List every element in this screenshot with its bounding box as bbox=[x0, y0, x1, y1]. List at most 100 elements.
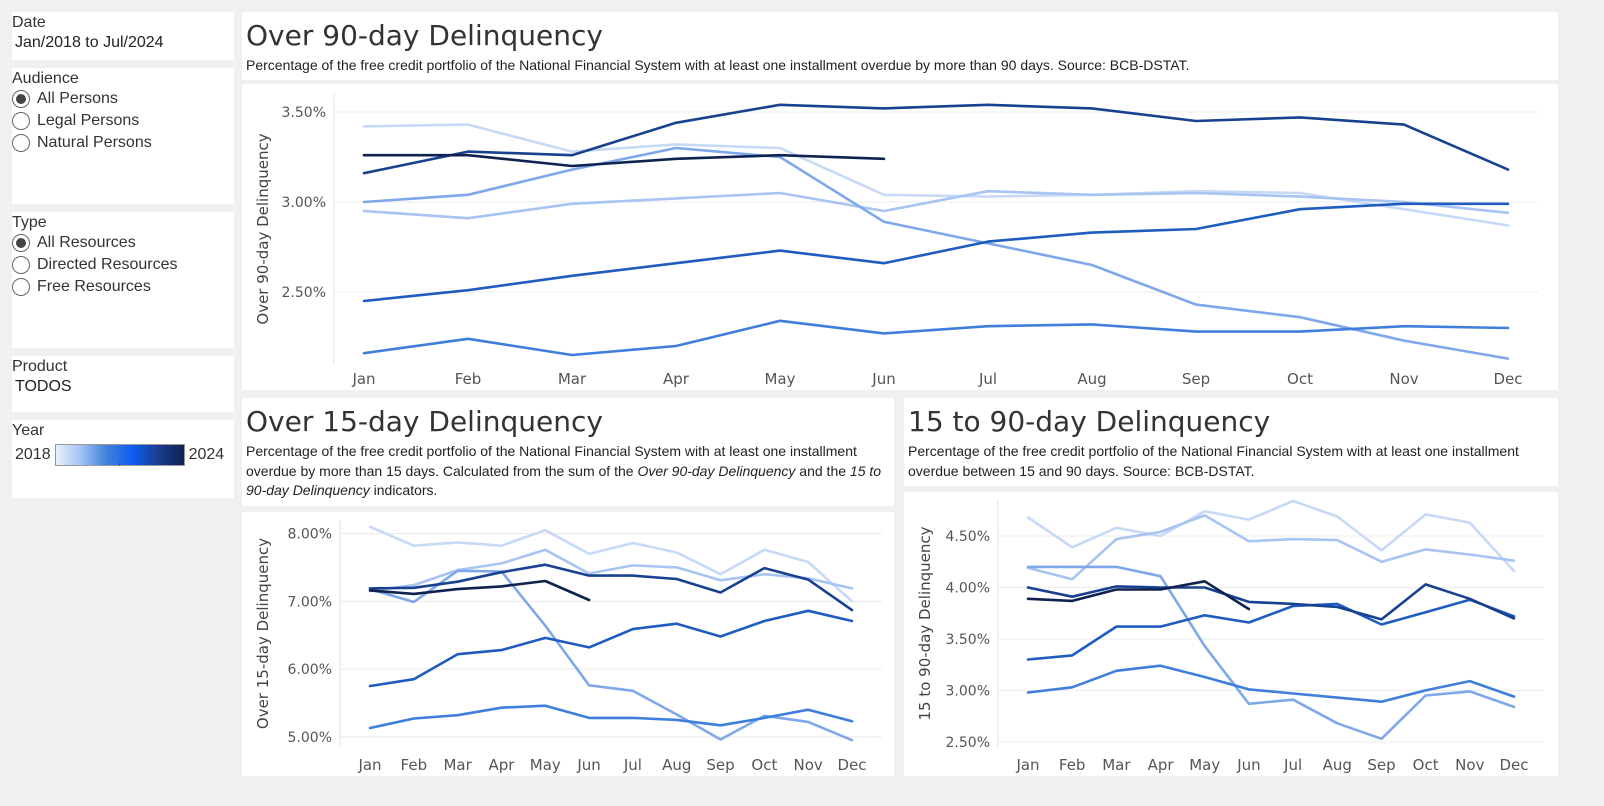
x-tick-label: Jan bbox=[357, 756, 381, 774]
over15-title: Over 15-day Delinquency bbox=[246, 405, 603, 438]
y-tick-label: 3.50% bbox=[282, 105, 326, 121]
y-tick-label: 3.00% bbox=[946, 683, 990, 699]
type-filter-title: Type bbox=[12, 214, 47, 231]
audience-filter: Audience All Persons Legal Persons Natur… bbox=[12, 68, 234, 204]
year-legend: Year 2018 2024 bbox=[12, 420, 234, 498]
d15to90-subtitle: Percentage of the free credit portfolio … bbox=[908, 443, 1519, 479]
audience-option-legal-persons[interactable]: Legal Persons bbox=[12, 110, 234, 132]
over90-subtitle: Percentage of the free credit portfolio … bbox=[246, 57, 1190, 74]
product-filter-value[interactable]: TODOS bbox=[15, 378, 72, 395]
audience-option-natural-persons[interactable]: Natural Persons bbox=[12, 132, 234, 154]
over90-header: Over 90-day Delinquency Percentage of th… bbox=[242, 12, 1558, 80]
audience-option-label: Legal Persons bbox=[37, 112, 140, 129]
series-line-2024[interactable] bbox=[368, 579, 591, 602]
x-tick-label: Aug bbox=[662, 756, 691, 774]
y-tick-label: 4.00% bbox=[946, 580, 990, 596]
y-tick-label: 5.00% bbox=[288, 730, 332, 746]
x-tick-label: Feb bbox=[401, 756, 428, 774]
x-tick-label: Oct bbox=[751, 756, 777, 774]
x-tick-label: Nov bbox=[794, 756, 823, 774]
radio-checked-icon[interactable] bbox=[12, 234, 30, 252]
series-line-2021[interactable] bbox=[368, 704, 854, 730]
x-tick-label: Jun bbox=[871, 370, 895, 388]
over15-subtitle-part: indicators. bbox=[369, 482, 438, 499]
y-tick-label: 6.00% bbox=[288, 662, 332, 678]
over90-title: Over 90-day Delinquency bbox=[246, 19, 603, 52]
date-filter[interactable]: Date Jan/2018 to Jul/2024 bbox=[12, 12, 234, 60]
series-line-2023[interactable] bbox=[368, 563, 854, 612]
x-tick-label: Sep bbox=[706, 756, 734, 774]
x-tick-label: Mar bbox=[558, 370, 587, 388]
year-legend-min: 2018 bbox=[15, 446, 51, 463]
x-tick-label: May bbox=[764, 370, 795, 388]
x-tick-label: Jan bbox=[1015, 756, 1039, 774]
type-option-label: Directed Resources bbox=[37, 256, 178, 273]
over15-subtitle-ref-15to90: 15 to 90-day Delinquency bbox=[246, 462, 882, 499]
type-filter: Type All Resources Directed Resources Fr… bbox=[12, 212, 234, 348]
date-filter-title: Date bbox=[12, 14, 46, 31]
series-line-2022[interactable] bbox=[362, 202, 1510, 303]
x-tick-label: Jul bbox=[978, 370, 997, 388]
x-tick-label: Jun bbox=[576, 756, 600, 774]
audience-option-all-persons[interactable]: All Persons bbox=[12, 88, 234, 110]
y-tick-label: 2.50% bbox=[282, 285, 326, 301]
year-legend-title: Year bbox=[12, 422, 45, 439]
type-option-label: Free Resources bbox=[37, 278, 151, 295]
radio-icon[interactable] bbox=[12, 256, 30, 274]
radio-icon[interactable] bbox=[12, 134, 30, 152]
series-line-2018[interactable] bbox=[362, 123, 1510, 227]
series-line-2019[interactable] bbox=[368, 548, 854, 593]
x-tick-label: Nov bbox=[1389, 370, 1418, 388]
audience-filter-title: Audience bbox=[12, 70, 79, 87]
x-tick-label: Feb bbox=[455, 370, 482, 388]
series-line-2020[interactable] bbox=[1026, 565, 1516, 741]
y-tick-label: 2.50% bbox=[946, 735, 990, 751]
series-line-2024[interactable] bbox=[1026, 580, 1251, 611]
x-tick-label: Apr bbox=[1148, 756, 1175, 774]
x-tick-label: Mar bbox=[1102, 756, 1131, 774]
type-option-free-resources[interactable]: Free Resources bbox=[12, 276, 234, 298]
y-tick-label: 4.50% bbox=[946, 529, 990, 545]
series-line-2023[interactable] bbox=[1026, 583, 1516, 621]
x-tick-label: Aug bbox=[1323, 756, 1352, 774]
series-line-2023[interactable] bbox=[362, 103, 1510, 175]
x-tick-label: Sep bbox=[1182, 370, 1210, 388]
series-line-2019[interactable] bbox=[362, 189, 1510, 220]
series-line-2018[interactable] bbox=[1026, 499, 1516, 573]
radio-checked-icon[interactable] bbox=[12, 90, 30, 108]
radio-icon[interactable] bbox=[12, 278, 30, 296]
y-tick-label: 7.00% bbox=[288, 594, 332, 610]
series-line-2022[interactable] bbox=[1026, 598, 1516, 661]
over15-subtitle-ref-over90: Over 90-day Delinquency bbox=[637, 462, 796, 479]
product-filter[interactable]: Product TODOS bbox=[12, 356, 234, 412]
x-tick-label: Feb bbox=[1059, 756, 1086, 774]
series-line-2020[interactable] bbox=[362, 146, 1510, 360]
series-line-2024[interactable] bbox=[362, 153, 886, 168]
series-line-2022[interactable] bbox=[368, 609, 854, 688]
year-color-scale: 2018 2024 bbox=[12, 444, 234, 466]
x-tick-label: Apr bbox=[663, 370, 690, 388]
series-line-2021[interactable] bbox=[362, 319, 1510, 357]
type-option-all-resources[interactable]: All Resources bbox=[12, 232, 234, 254]
product-filter-title: Product bbox=[12, 358, 68, 375]
over90-line-chart: 2.50% 3.00% 3.50% Jan Feb Mar Apr May Jun Jul Aug S… bbox=[254, 94, 1538, 388]
x-tick-label: Jun bbox=[1236, 756, 1260, 774]
x-tick-label: Jan bbox=[351, 370, 375, 388]
x-tick-label: Oct bbox=[1413, 756, 1439, 774]
d15to90-header: 15 to 90-day Delinquency Percentage of t… bbox=[904, 398, 1558, 486]
d15to90-chart-panel: 2.50% 3.00% 3.50% 4.00% 4.50% Jan Feb Mar Apr May… bbox=[904, 492, 1558, 776]
series-line-2021[interactable] bbox=[1026, 664, 1516, 703]
y-axis-title: 15 to 90-day Delinquency bbox=[916, 526, 934, 720]
y-axis-title: Over 15-day Delinquency bbox=[254, 538, 272, 729]
audience-option-label: Natural Persons bbox=[37, 134, 152, 151]
over15-subtitle-part: and the bbox=[795, 462, 850, 479]
date-filter-value[interactable]: Jan/2018 to Jul/2024 bbox=[15, 34, 164, 51]
y-tick-label: 8.00% bbox=[288, 527, 332, 543]
series-line-2018[interactable] bbox=[368, 525, 854, 603]
x-tick-label: Dec bbox=[1499, 756, 1528, 774]
radio-icon[interactable] bbox=[12, 112, 30, 130]
type-option-directed-resources[interactable]: Directed Resources bbox=[12, 254, 234, 276]
d15to90-line-chart: 2.50% 3.00% 3.50% 4.00% 4.50% Jan Feb Mar Apr May… bbox=[916, 499, 1544, 774]
d15to90-title: 15 to 90-day Delinquency bbox=[908, 405, 1271, 438]
series-line-2019[interactable] bbox=[1026, 514, 1516, 581]
